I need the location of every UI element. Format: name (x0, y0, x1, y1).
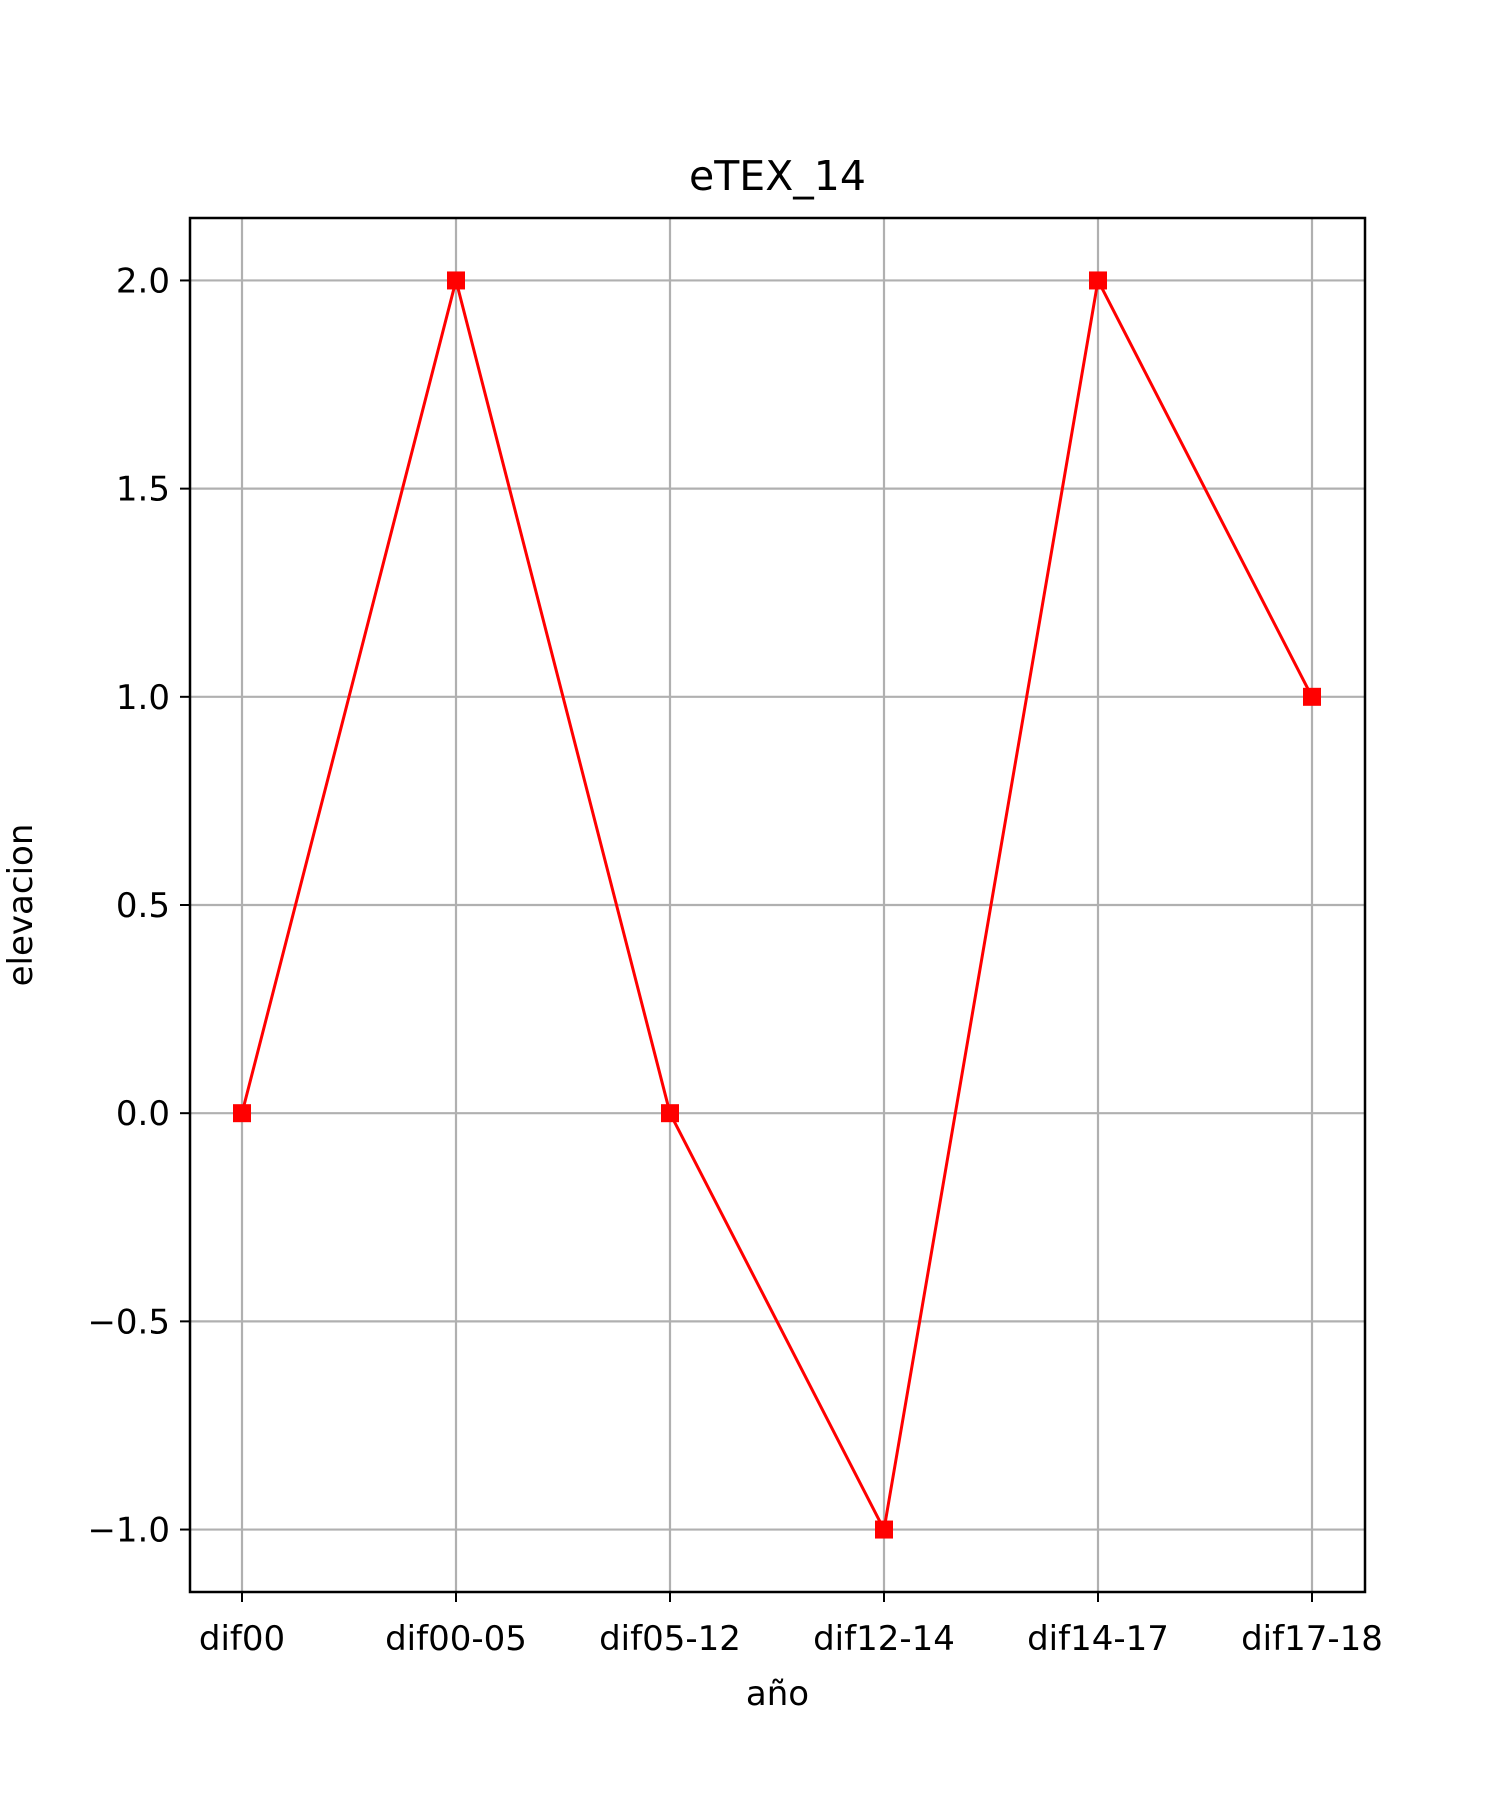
x-tick-label: dif17-18 (1241, 1619, 1383, 1659)
y-tick-label: 0.5 (116, 886, 170, 926)
series-line (240, 275, 1314, 1535)
y-tick-label: 0.0 (116, 1094, 170, 1134)
series-markers (233, 271, 1321, 1539)
grid-lines (190, 218, 1365, 1592)
x-tick-label: dif05-12 (599, 1619, 741, 1659)
x-tick-label: dif00-05 (385, 1619, 527, 1659)
y-axis-label: elevacion (1, 824, 41, 987)
data-point-marker (233, 1104, 251, 1123)
chart-title: eTEX_14 (689, 152, 866, 200)
y-tick-label: −0.5 (87, 1302, 170, 1342)
y-tick-label: 1.5 (116, 470, 170, 510)
y-tick-label: −1.0 (87, 1511, 170, 1551)
x-axis-label: año (746, 1674, 809, 1714)
series-lines (240, 275, 1314, 1535)
data-point-marker (447, 271, 465, 290)
x-tick-label: dif14-17 (1027, 1619, 1169, 1659)
y-tick-label: 1.0 (116, 678, 170, 718)
data-point-marker (1303, 687, 1321, 706)
y-tick-label: 2.0 (116, 261, 170, 301)
data-point-marker (661, 1104, 679, 1123)
axis-ticks (180, 279, 1313, 1602)
data-point-marker (1089, 271, 1107, 290)
axis-tick-labels: dif00 dif00-05 dif05-12 dif12-14 dif14-17 dif… (87, 261, 1382, 1659)
x-tick-label: dif12-14 (813, 1619, 955, 1659)
data-point-marker (875, 1520, 893, 1539)
x-tick-label: dif00 (199, 1619, 285, 1659)
